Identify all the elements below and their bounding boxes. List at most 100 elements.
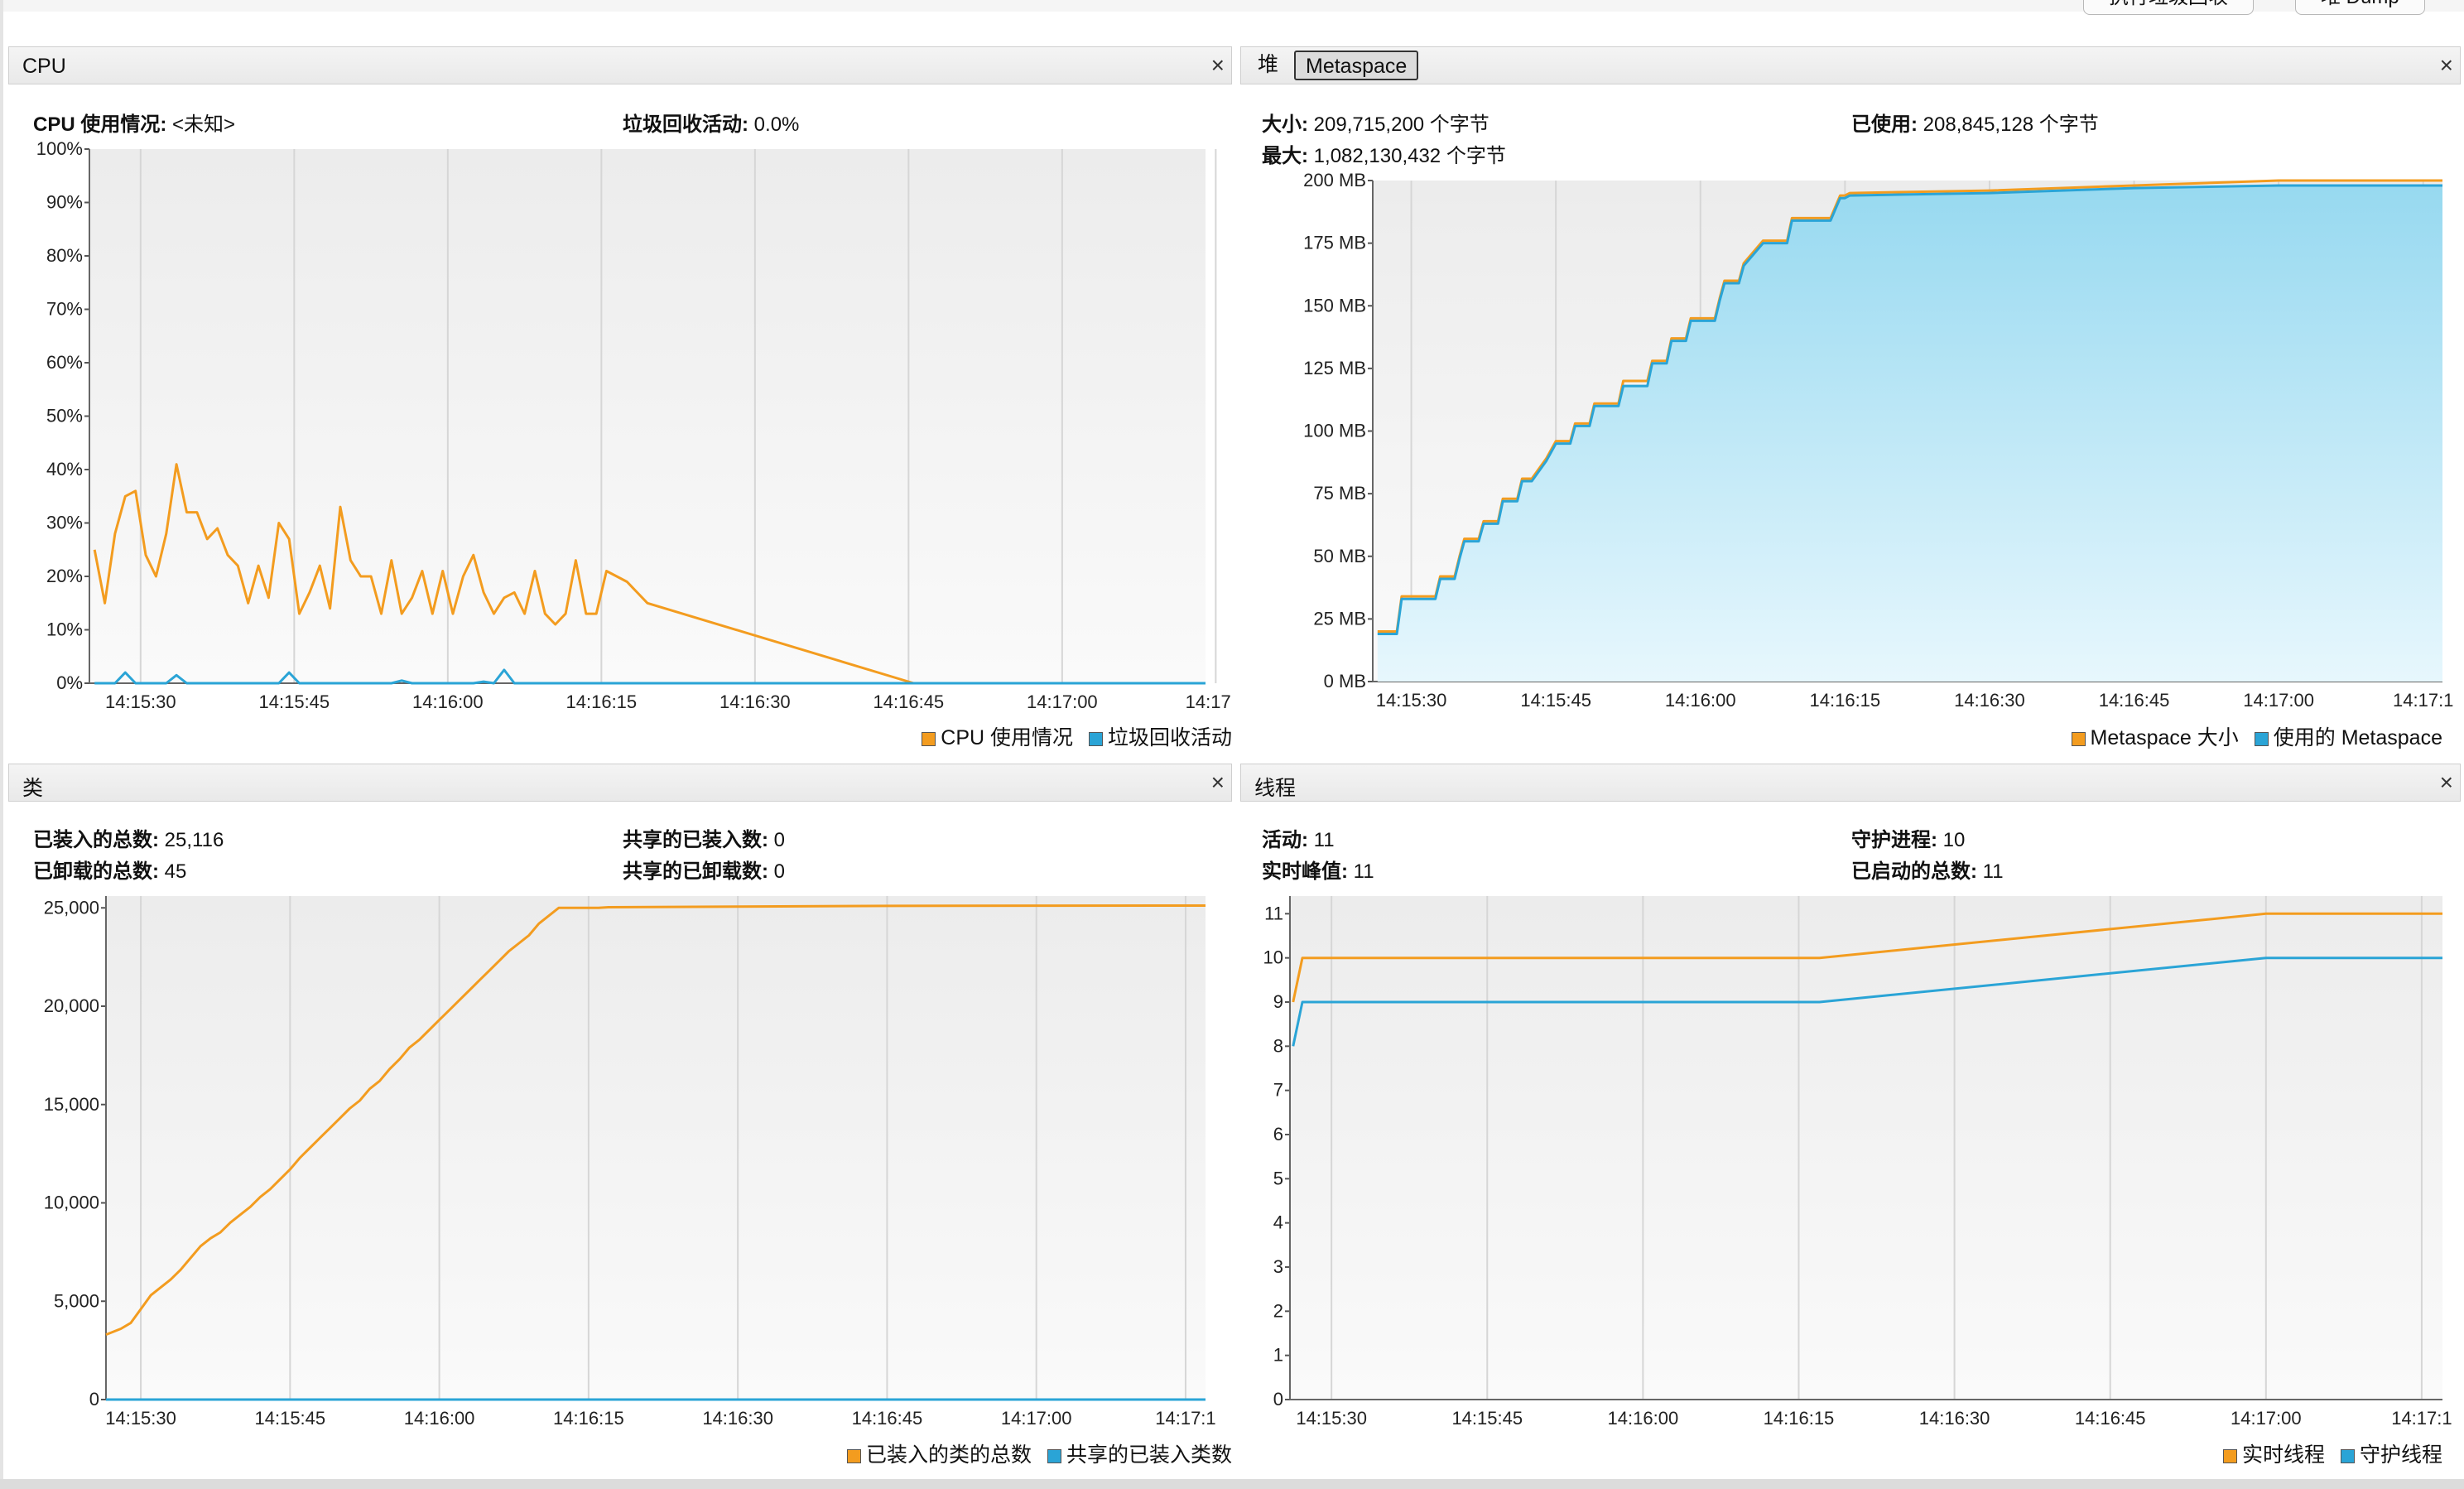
y-tick-label: 20,000 — [44, 995, 99, 1016]
x-tick-label: 14:16:30 — [719, 691, 791, 712]
x-tick-label: 14:16:30 — [1919, 1408, 1990, 1429]
y-tick-label: 75 MB — [1313, 483, 1366, 504]
heap-dump-button[interactable]: 堆 Dump — [2295, 0, 2425, 15]
x-tick-label: 14:16:30 — [1954, 690, 2025, 711]
cpu-panel: CPU × CPU 使用情况: <未知> 垃圾回收活动: 0.0% 0% 10% 2… — [8, 46, 1232, 760]
threads-started-value: 11 — [1982, 860, 2004, 883]
threads-daemon-swatch — [2340, 1449, 2355, 1463]
metaspace-used-info: 已使用: 208,845,128 个字节 — [1851, 108, 2099, 137]
classes-legend-shared: 共享的已装入类数 — [1066, 1443, 1232, 1467]
metaspace-size-info: 大小: 209,715,200 个字节 — [1262, 108, 1489, 137]
x-tick-label: 14:15:45 — [1520, 690, 1591, 711]
classes-unloaded-label: 已卸载的总数: — [33, 860, 159, 883]
y-tick-label: 11 — [1264, 903, 1283, 923]
y-tick-label: 10 — [1263, 947, 1283, 968]
series-line-1 — [1377, 184, 2442, 635]
classes-shared-loaded-info: 共享的已装入数: 0 — [623, 823, 785, 852]
y-tick-label: 100% — [36, 138, 83, 159]
y-tick-label: 40% — [46, 459, 83, 479]
gc-activity-info: 垃圾回收活动: 0.0% — [623, 108, 799, 137]
metaspace-max-info: 最大: 1,082,130,432 个字节 — [1262, 139, 1506, 168]
memory-close-icon[interactable]: × — [2439, 52, 2453, 78]
memory-panel: 堆 Metaspace × 大小: 209,715,200 个字节 最大: 1,… — [1240, 46, 2461, 760]
metaspace-max-label: 最大: — [1262, 145, 1308, 167]
x-tick-label: 14:17:1 — [2393, 690, 2453, 711]
y-tick-label: 8 — [1273, 1035, 1283, 1056]
classes-shared-loaded-label: 共享的已装入数: — [623, 829, 768, 851]
threads-live-info: 活动: 11 — [1262, 823, 1335, 852]
metaspace-legend-size: Metaspace 大小 — [2090, 726, 2239, 749]
y-tick-label: 20% — [46, 566, 83, 586]
cpu-usage-swatch — [922, 732, 936, 746]
x-tick-label: 14:17:00 — [2243, 690, 2314, 711]
y-tick-label: 90% — [46, 192, 83, 213]
classes-loaded-info: 已装入的总数: 25,116 — [33, 823, 224, 852]
threads-close-icon[interactable]: × — [2439, 769, 2453, 795]
y-tick-label: 80% — [46, 245, 83, 266]
cpu-close-icon[interactable]: × — [1210, 52, 1225, 78]
x-tick-label: 14:16:45 — [873, 691, 945, 712]
y-tick-label: 1 — [1273, 1345, 1283, 1366]
tab-heap[interactable]: 堆 — [1258, 53, 1279, 76]
threads-started-label: 已启动的总数: — [1851, 860, 1977, 883]
x-tick-label: 14:15:30 — [105, 1408, 176, 1429]
classes-unloaded-info: 已卸载的总数: 45 — [33, 855, 186, 884]
metaspace-used-value: 208,845,128 个字节 — [1923, 113, 2099, 136]
y-tick-label: 50% — [46, 406, 83, 426]
series-line-0 — [105, 904, 1206, 1336]
cpu-usage-info: CPU 使用情况: <未知> — [33, 108, 235, 137]
window-bottom-bar — [0, 1479, 2464, 1489]
y-tick-label: 3 — [1273, 1256, 1283, 1277]
threads-daemon-info: 守护进程: 10 — [1851, 823, 1965, 852]
metaspace-legend: Metaspace 大小 使用的 Metaspace — [2071, 721, 2442, 751]
classes-loaded-swatch — [847, 1449, 862, 1463]
classes-shared-swatch — [1047, 1449, 1061, 1463]
cpu-panel-header: CPU × — [8, 46, 1232, 84]
x-tick-label: 14:16:00 — [412, 691, 484, 712]
cpu-legend-cpu: CPU 使用情况 — [941, 726, 1074, 749]
plot-area — [89, 149, 1206, 683]
perform-gc-button[interactable]: 执行垃圾回收 — [2083, 0, 2254, 15]
threads-daemon-value: 10 — [1942, 829, 1966, 851]
classes-shared-loaded-value: 0 — [773, 829, 786, 851]
x-tick-label: 14:17:1 — [1186, 691, 1232, 712]
threads-live-swatch — [2223, 1449, 2238, 1463]
y-tick-label: 0 MB — [1324, 671, 1366, 691]
used-metaspace-area — [1377, 186, 2442, 682]
x-tick-label: 14:17:00 — [2231, 1408, 2302, 1429]
y-tick-label: 4 — [1273, 1212, 1283, 1233]
y-tick-label: 25,000 — [44, 897, 99, 918]
gc-activity-value: 0.0% — [753, 113, 800, 136]
y-tick-label: 10% — [46, 619, 83, 640]
classes-close-icon[interactable]: × — [1210, 769, 1225, 795]
classes-legend-loaded: 已装入的类的总数 — [866, 1443, 1032, 1467]
metaspace-used-swatch — [2254, 732, 2269, 746]
tab-metaspace[interactable]: Metaspace — [1294, 51, 1419, 80]
x-tick-label: 14:17:1 — [1155, 1408, 1215, 1429]
x-tick-label: 14:17:00 — [1001, 1408, 1072, 1429]
x-tick-label: 14:16:15 — [1810, 690, 1881, 711]
metaspace-size-value: 209,715,200 个字节 — [1313, 113, 1489, 136]
threads-panel-header: 线程 × — [1240, 764, 2461, 802]
metaspace-size-swatch — [2071, 732, 2086, 746]
window-left-edge — [0, 0, 3, 1489]
threads-legend-daemon: 守护线程 — [2359, 1443, 2442, 1467]
y-tick-label: 0 — [89, 1389, 99, 1409]
x-tick-label: 14:15:45 — [255, 1408, 326, 1429]
y-tick-label: 10,000 — [44, 1193, 99, 1213]
classes-unloaded-value: 45 — [164, 860, 187, 883]
series-line-1 — [94, 668, 1206, 685]
y-tick-label: 25 MB — [1313, 608, 1366, 629]
threads-live-value: 11 — [1313, 829, 1335, 851]
metaspace-chart: 0 MB 25 MB 50 MB 75 MB 100 MB 125 MB 150 MB 175… — [1303, 170, 2453, 711]
x-tick-label: 14:16:00 — [1665, 690, 1736, 711]
gc-swatch — [1088, 732, 1103, 746]
x-tick-label: 14:16:15 — [566, 691, 638, 712]
x-tick-label: 14:15:30 — [1296, 1408, 1367, 1429]
metaspace-used-label: 已使用: — [1851, 113, 1918, 136]
x-tick-label: 14:15:30 — [105, 691, 176, 712]
cpu-legend-gc: 垃圾回收活动 — [1107, 726, 1232, 749]
y-tick-label: 100 MB — [1303, 421, 1366, 441]
metaspace-legend-used: 使用的 Metaspace — [2273, 726, 2442, 749]
x-tick-label: 14:16:15 — [1764, 1408, 1835, 1429]
